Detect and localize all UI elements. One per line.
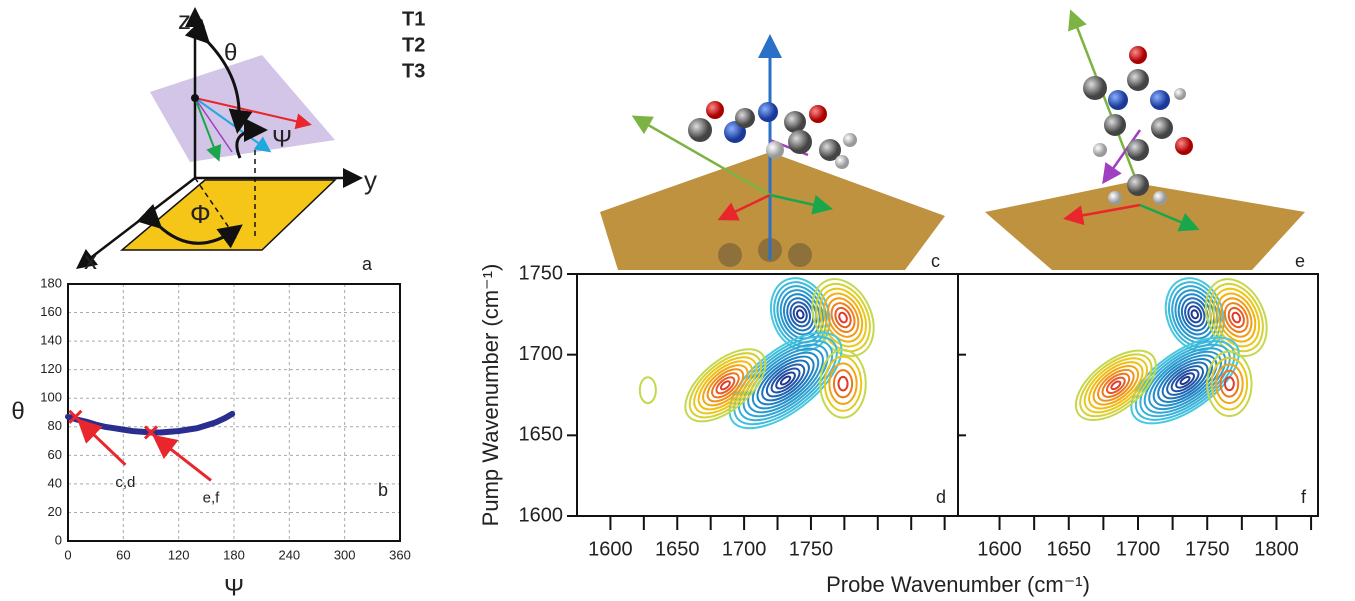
contour-line bbox=[838, 377, 847, 391]
x-tick-label: 1750 bbox=[1185, 538, 1230, 560]
y-tick-label: 0 bbox=[55, 532, 62, 547]
y-tick-label: 160 bbox=[40, 304, 62, 319]
angle-label: Ψ bbox=[272, 125, 292, 152]
y-tick-label: 120 bbox=[40, 361, 62, 376]
x-tick-label: 360 bbox=[389, 547, 411, 562]
y-tick-label: 180 bbox=[40, 275, 62, 290]
axis-label: y bbox=[364, 165, 377, 195]
annotation-arrow bbox=[157, 438, 211, 480]
panel-label: f bbox=[1301, 487, 1307, 507]
axis-label: x bbox=[84, 245, 97, 275]
y-tick-label: 60 bbox=[48, 447, 62, 462]
panel-label: b bbox=[378, 480, 388, 500]
molecule bbox=[1083, 46, 1193, 205]
y-tick-label: 20 bbox=[48, 504, 62, 519]
panel-label: c bbox=[931, 251, 940, 271]
contour-line bbox=[714, 315, 857, 446]
legend-entry: T1 bbox=[402, 8, 425, 30]
vector bbox=[1072, 14, 1140, 190]
x-tick-label: 1650 bbox=[1047, 538, 1092, 560]
x-tick-label: 1600 bbox=[588, 538, 633, 560]
x-tick-label: 120 bbox=[168, 547, 190, 562]
origin-dot bbox=[191, 94, 199, 102]
x-tick-label: 1800 bbox=[1254, 538, 1299, 560]
contour-line bbox=[827, 299, 859, 335]
contour-line bbox=[1221, 299, 1253, 335]
page: { "panel_a": { "axes": ["z", "y", "x"], … bbox=[0, 0, 1355, 601]
x-tick-label: 1600 bbox=[977, 538, 1022, 560]
x-tick-label: 1700 bbox=[1116, 538, 1161, 560]
x-tick-label: 1650 bbox=[655, 538, 700, 560]
legend-entry: T2 bbox=[402, 34, 425, 56]
contour-line bbox=[1221, 371, 1239, 397]
y-tick-label: 40 bbox=[48, 475, 62, 490]
annotation: e,f bbox=[203, 489, 221, 506]
x-tick-label: 1750 bbox=[789, 538, 834, 560]
y-tick-label: 80 bbox=[48, 418, 62, 433]
contour-line bbox=[1190, 309, 1199, 319]
axis-label: z bbox=[178, 5, 191, 35]
y-tick-label: 100 bbox=[40, 390, 62, 405]
x-tick-label: 180 bbox=[223, 547, 245, 562]
panel-label: a bbox=[362, 254, 373, 274]
x-tick-label: 1700 bbox=[722, 538, 767, 560]
panel-label: e bbox=[1295, 251, 1305, 271]
peak bbox=[714, 315, 857, 446]
x-tick-label: 240 bbox=[278, 547, 300, 562]
y-tick-label: 1600 bbox=[519, 504, 564, 526]
annotation: c,d bbox=[115, 474, 135, 491]
contour-line bbox=[801, 269, 886, 366]
peak bbox=[640, 377, 656, 403]
legend-entry: T3 bbox=[402, 60, 425, 82]
contour-line bbox=[796, 309, 805, 319]
contour-line bbox=[1231, 312, 1242, 324]
y-tick-label: 1650 bbox=[519, 424, 564, 446]
angle-label: θ bbox=[224, 39, 237, 66]
panel-a: z y x θ Ψ Φ a bbox=[80, 5, 377, 275]
angle-label: Φ bbox=[190, 199, 211, 229]
y-tick-label: 1750 bbox=[519, 262, 564, 284]
contour-line bbox=[640, 377, 656, 403]
x-axis-title: Probe Wavenumber (cm⁻¹) bbox=[826, 572, 1090, 597]
x-axis-title: Ψ bbox=[224, 574, 244, 601]
contour-line bbox=[834, 370, 852, 397]
x-tick-label: 300 bbox=[334, 547, 356, 562]
peak bbox=[801, 269, 886, 366]
x-tick-label: 60 bbox=[116, 547, 130, 562]
panel-label: d bbox=[936, 487, 946, 507]
figure: z y x θ Ψ Φ a c bbox=[0, 0, 1355, 601]
x-tick-label: 0 bbox=[64, 547, 71, 562]
molecule-panel-e: e bbox=[985, 14, 1305, 271]
y-tick-label: 140 bbox=[40, 333, 62, 348]
y-axis-title: Pump Wavenumber (cm⁻¹) bbox=[478, 264, 503, 527]
y-axis-title: θ bbox=[11, 398, 24, 425]
plane bbox=[985, 182, 1305, 270]
xy-plane bbox=[122, 180, 335, 250]
molecule-panel-c: c bbox=[600, 40, 945, 271]
contour-line bbox=[838, 312, 849, 324]
y-tick-label: 1700 bbox=[519, 343, 564, 365]
